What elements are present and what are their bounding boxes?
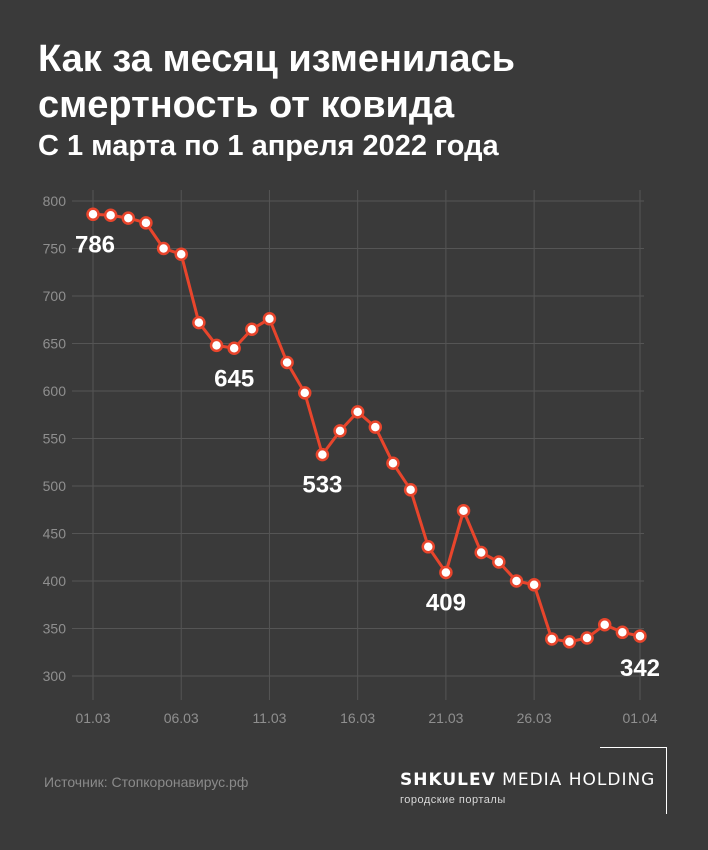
data-label: 786 [75, 231, 115, 258]
data-point [86, 207, 100, 222]
y-tick-label: 800 [43, 193, 67, 209]
x-tick-label: 01.04 [622, 710, 657, 726]
y-tick-label: 450 [43, 526, 67, 542]
data-point [103, 208, 118, 222]
x-tick-label: 06.03 [164, 710, 199, 726]
x-tick-label: 16.03 [340, 710, 375, 726]
brand-name-bold: SHKULEV [400, 770, 496, 790]
data-point [139, 216, 153, 230]
data-label: 409 [426, 589, 466, 616]
data-point [368, 420, 383, 434]
y-tick-label: 700 [43, 288, 67, 304]
data-point [597, 617, 612, 632]
data-point [297, 386, 312, 400]
data-point [439, 565, 453, 580]
data-point [474, 545, 488, 560]
chart-title: Как за месяц изменилась смертность от ко… [38, 38, 516, 126]
data-point [245, 322, 259, 336]
data-point [580, 631, 594, 645]
data-point [209, 338, 224, 353]
data-point [156, 241, 171, 256]
y-axis-ticks: 300 350 400 450 500 550 600 650 700 750 800 [43, 193, 67, 684]
data-point [492, 555, 506, 569]
data-point [262, 312, 277, 326]
brand-frame [600, 747, 667, 814]
series-points [86, 207, 647, 649]
y-tick-label: 750 [43, 241, 67, 257]
data-point [509, 574, 524, 588]
y-tick-label: 400 [43, 573, 67, 589]
y-tick-label: 350 [43, 621, 67, 637]
data-point [280, 355, 294, 370]
data-label: 533 [302, 472, 342, 499]
brand-name: SHKULEV MEDIA HOLDING [400, 770, 655, 790]
data-point [315, 447, 330, 462]
chart-subtitle: С 1 марта по 1 апреля 2022 года [38, 130, 499, 162]
data-point [350, 405, 365, 419]
data-point [403, 483, 418, 497]
data-point [562, 635, 577, 649]
y-tick-label: 550 [43, 431, 67, 447]
y-tick-label: 300 [43, 668, 67, 684]
x-tick-label: 01.03 [75, 710, 110, 726]
x-tick-label: 21.03 [428, 710, 463, 726]
grid-lines [72, 190, 644, 700]
data-point [527, 578, 541, 592]
data-label: 645 [214, 365, 254, 392]
data-point [421, 540, 436, 554]
brand-name-rest: MEDIA HOLDING [502, 770, 656, 790]
brand-logo: SHKULEV MEDIA HOLDING городские порталы [400, 770, 655, 806]
data-point [174, 247, 188, 261]
data-point [545, 632, 559, 646]
series-line-path [92, 212, 641, 644]
data-point [386, 456, 400, 470]
data-point [333, 424, 347, 438]
y-tick-label: 600 [43, 383, 67, 399]
data-point [456, 503, 471, 518]
x-axis-ticks: 01.03 06.03 11.03 16.03 21.03 26.03 01.04 [75, 710, 657, 726]
source-note: Источник: Стопкоронавирус.рф [44, 774, 249, 790]
series-line [92, 212, 641, 644]
data-point [227, 341, 241, 355]
x-tick-label: 26.03 [517, 710, 552, 726]
data-point [633, 629, 647, 643]
brand-tagline: городские порталы [400, 794, 506, 806]
data-point [615, 625, 630, 640]
data-point [121, 211, 136, 225]
data-label: 342 [620, 655, 660, 682]
x-tick-label: 11.03 [252, 710, 286, 726]
data-point [192, 315, 206, 330]
data-labels: 786 645 533 409 342 [75, 231, 660, 682]
y-tick-label: 500 [43, 478, 67, 494]
y-tick-label: 650 [43, 336, 67, 352]
